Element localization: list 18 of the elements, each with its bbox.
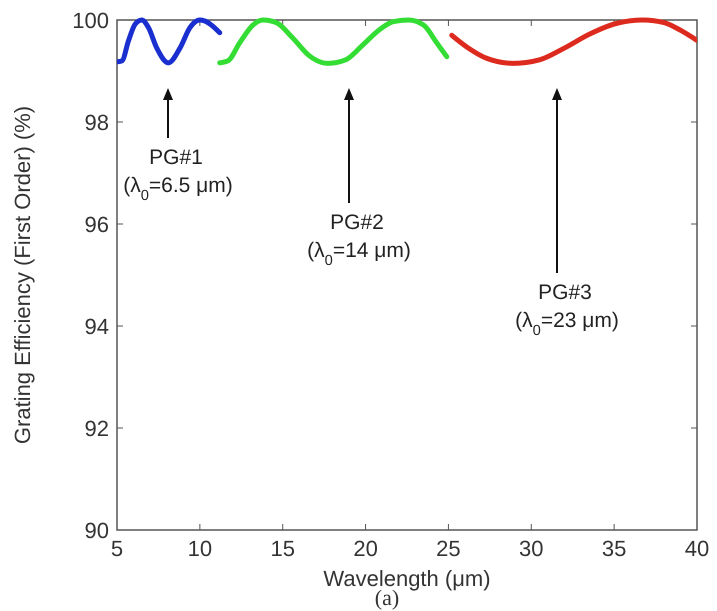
annotation: PG#2 (λ$_{0}$=14 μm) [307, 211, 411, 269]
x-tick-label: 35 [602, 536, 626, 561]
y-tick-label: 96 [84, 212, 109, 237]
y-axis-title: Grating Efficiency (First Order) (%) [10, 106, 35, 444]
x-tick-label: 25 [436, 536, 461, 561]
x-tick-label: 5 [110, 536, 124, 561]
annotation: PG#1 (λ$_{0}$=6.5 μm) [123, 146, 233, 204]
y-tick-label: 90 [84, 518, 109, 543]
x-tick-label: 30 [519, 536, 544, 561]
annotation: PG#3 (λ$_{0}$=23 μm) [515, 281, 619, 339]
y-tick-label: 98 [84, 110, 109, 135]
y-tick-label: 92 [84, 416, 109, 441]
x-tick-label: 15 [270, 536, 295, 561]
y-tick-label: 94 [84, 314, 109, 339]
x-tick-label: 40 [684, 536, 710, 561]
x-tick-label: 10 [188, 536, 212, 561]
y-tick-label: 100 [72, 8, 109, 33]
x-tick-label: 20 [353, 536, 378, 561]
